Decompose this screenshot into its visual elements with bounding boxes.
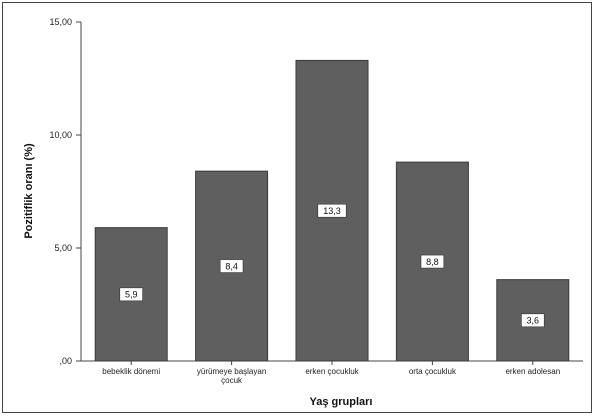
y-ticks: ,00 5,00 10,00 15,00 <box>49 17 81 366</box>
y-axis-title: Pozitiflik oranı (%) <box>23 143 35 239</box>
x-axis-title: Yaş grupları <box>310 396 373 408</box>
x-tick-label: erken çocukluk <box>305 367 359 376</box>
x-tick-label: erken adolesan <box>505 367 560 376</box>
x-tick-label: çocuk <box>221 376 243 385</box>
data-label-box <box>420 254 445 269</box>
y-tick-label: 10,00 <box>49 130 72 140</box>
data-label-box <box>219 259 244 273</box>
x-tick-label: yürümeye başlayan <box>197 367 266 376</box>
x-tick-label: bebeklik dönemi <box>102 367 160 376</box>
data-label: 3,6 <box>527 316 540 326</box>
data-label-box <box>317 203 347 218</box>
data-label: 5,9 <box>125 290 138 300</box>
bars <box>94 59 570 362</box>
data-label: 13,3 <box>323 206 341 216</box>
x-tick-label: orta çocukluk <box>409 367 457 376</box>
data-label-box <box>119 287 143 302</box>
y-tick-label: ,00 <box>59 356 72 366</box>
y-tick-label: 15,00 <box>49 17 72 27</box>
data-label: 8,8 <box>426 257 439 267</box>
data-labels: 5,9 8,4 13,3 8,8 3,6 <box>119 203 545 328</box>
data-label: 8,4 <box>225 261 238 271</box>
data-label-box <box>521 313 545 328</box>
y-tick-label: 5,00 <box>54 243 72 253</box>
